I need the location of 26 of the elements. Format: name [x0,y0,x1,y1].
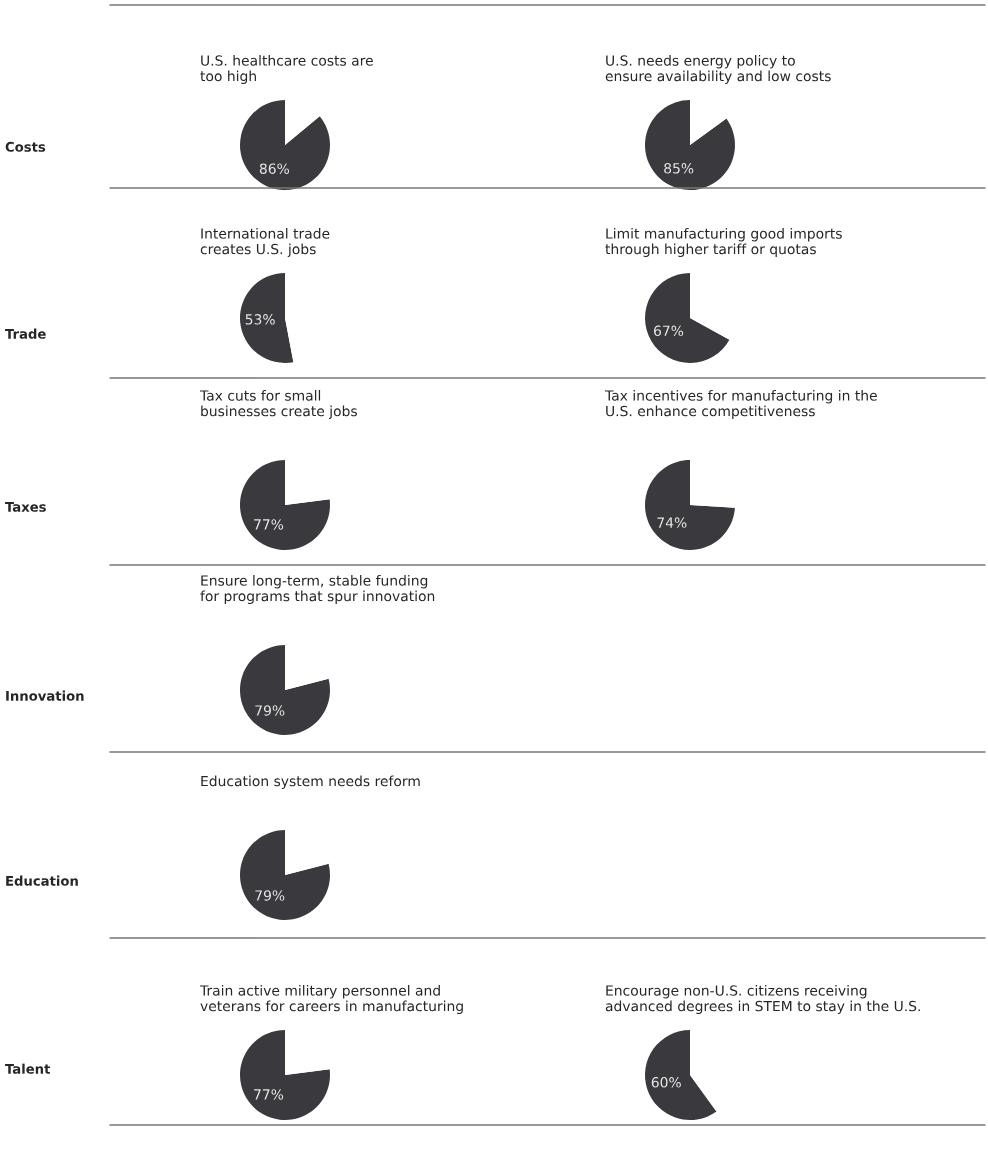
data-label: 86% [259,163,290,174]
chart-title: Limit manufacturing good imports through higher tariff or quotas [605,228,842,257]
text: Education [6,875,78,886]
data-label: 74% [657,517,687,528]
text: Innovation [6,690,84,701]
data-label: 53% [245,314,275,325]
chart-title: International trade creates U.S. jobs [200,228,330,257]
text: Trade [5,328,46,339]
data-label: 85% [664,163,694,174]
data-label: 77% [254,519,284,530]
text: Taxes [5,502,46,512]
data-label: 79% [255,890,285,901]
chart-title: Tax cuts for small businesses create jobs [199,390,357,419]
data-label: 67% [654,325,684,337]
chart-title: Train active military personnel and veterans for careers in manufacturing [199,985,463,1014]
text: Costs [5,141,46,152]
text: Encourage non-U.S. citizens receiving advanced degrees in STEM to stay in the U.S. [605,985,920,1014]
data-label: 60% [651,1077,681,1088]
text: Talent [5,1063,51,1074]
data-label: 77% [254,1089,284,1100]
chart-title: Ensure long-term, stable funding for programs that spur innovation [200,575,435,604]
chart-title: Education system needs reform [201,775,420,789]
data-label: 79% [255,705,285,716]
chart-title: U.S. needs energy policy to ensure availability and low costs [605,55,831,84]
chart-title: U.S. healthcare costs are too high [200,55,373,84]
chart-title: Tax incentives for manufacturing in the U.S. enhance competitiveness [604,390,877,419]
